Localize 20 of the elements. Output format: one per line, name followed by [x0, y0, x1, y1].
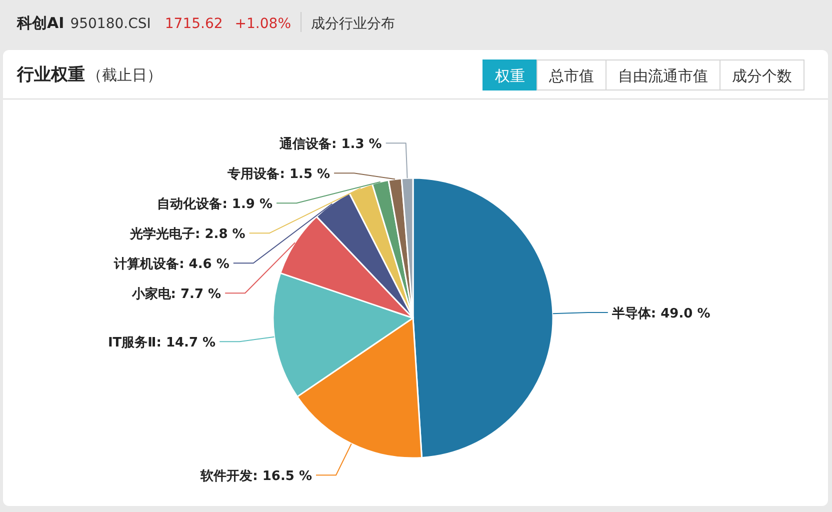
- slice-label: 自动化设备: 1.9 %: [157, 197, 273, 212]
- slice-label: 小家电: 7.7 %: [130, 286, 222, 302]
- chart-subtitle: （截止日）: [87, 66, 162, 84]
- slice-label: 光学光电子: 2.8 %: [128, 227, 246, 242]
- text: +1.08%: [234, 16, 292, 32]
- text: 成分个数: [732, 67, 792, 85]
- slice-label: 计算机设备: 4.6 %: [113, 257, 230, 272]
- slice-label: IT服务Ⅱ: 14.7 %: [108, 336, 216, 351]
- text: 成分行业分布: [311, 16, 396, 32]
- text: 950180.CSI: [70, 16, 151, 32]
- text: 总市值: [548, 67, 594, 85]
- chart-title: 行业权重: [16, 65, 85, 85]
- slice-label: 通信设备: 1.3 %: [278, 136, 382, 152]
- text: 1715.62: [164, 16, 223, 32]
- text: 权重: [494, 67, 525, 85]
- text: 自由流通市值: [618, 67, 708, 85]
- text: 科创AI: [16, 14, 64, 32]
- slice-label: 软件开发: 16.5 %: [200, 469, 312, 484]
- slice-label: 专用设备: 1.5 %: [226, 166, 330, 182]
- slice-label: 半导体: 49.0 %: [610, 306, 710, 322]
